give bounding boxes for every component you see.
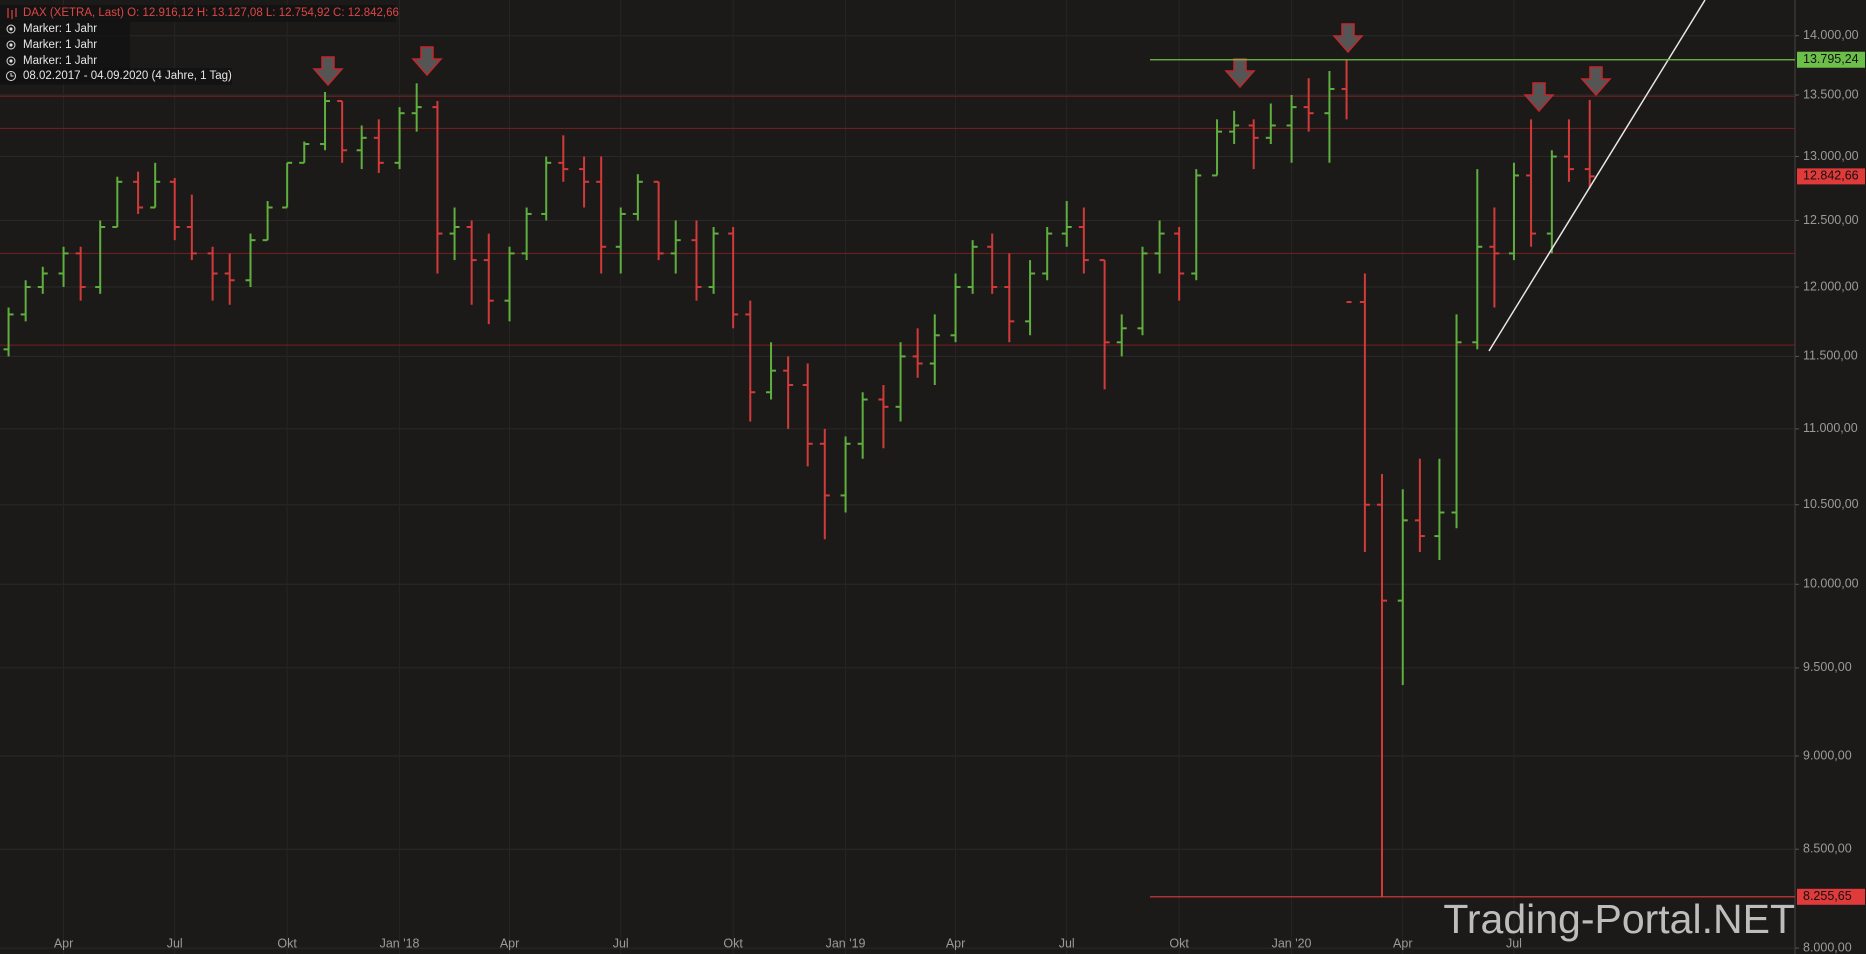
y-tick-label: 9.000,00	[1803, 748, 1852, 762]
header-bg	[0, 68, 232, 85]
level-box	[1797, 51, 1865, 68]
trendline	[1488, 0, 1706, 352]
levels: 13.795,24 12.842,66 8.255,65	[1150, 51, 1865, 905]
marker-label: Marker: 1 Jahr	[23, 39, 97, 51]
y-tick-label: 11.000,00	[1803, 421, 1858, 435]
arrow	[1332, 23, 1364, 54]
level-label: 12.842,66	[1803, 169, 1859, 183]
arrow	[312, 56, 344, 87]
x-tick-label: Apr	[54, 936, 73, 950]
marker-label: Marker: 1 Jahr	[23, 23, 97, 35]
arrow	[1523, 82, 1555, 113]
x-tick-label: Apr	[946, 936, 965, 950]
level-label: 13.795,24	[1803, 52, 1859, 66]
level-label: 8.255,65	[1803, 889, 1852, 903]
x-tick-label: Apr	[500, 936, 519, 950]
x-tick-label: Jul	[167, 936, 183, 950]
watermark: Trading-Portal.NET	[1443, 896, 1795, 942]
y-tick-label: 13.000,00	[1803, 149, 1859, 163]
arrow	[1224, 58, 1256, 89]
x-tick-label: Jul	[613, 936, 629, 950]
x-tick-label: Apr	[1393, 936, 1412, 950]
level-box	[1797, 168, 1865, 185]
arrow-markers	[312, 23, 1612, 113]
clock-icon	[6, 71, 16, 81]
x-tick-label: Jul	[1059, 936, 1075, 950]
x-tick-label: Jul	[1506, 936, 1522, 950]
marker-label: Marker: 1 Jahr	[23, 55, 97, 67]
y-tick-label: 9.500,00	[1803, 660, 1852, 674]
y-tick-label: 12.500,00	[1803, 213, 1859, 227]
clock-icon	[10, 73, 14, 77]
marker-icon	[6, 40, 16, 50]
grid	[0, 0, 1795, 954]
y-tick-label: 10.000,00	[1803, 577, 1859, 591]
x-tick-label: Okt	[277, 936, 297, 950]
x-tick-label: Jan '18	[380, 936, 420, 950]
y-tick-label: 12.000,00	[1803, 279, 1859, 293]
level-box	[1797, 888, 1865, 905]
bars	[3, 59, 1595, 897]
marker-icon	[9, 59, 13, 63]
y-tick-label: 8.000,00	[1803, 940, 1852, 954]
y-tick-label: 8.500,00	[1803, 842, 1852, 856]
x-tick-label: Jan '20	[1272, 936, 1312, 950]
marker-icon	[9, 27, 13, 31]
icon	[7, 8, 17, 19]
x-tick-label: Jan '19	[826, 936, 866, 950]
y-tick-label: 11.500,00	[1803, 349, 1858, 363]
y-tick-label: 10.500,00	[1803, 497, 1859, 511]
x-tick-label: Okt	[723, 936, 743, 950]
arrow	[1580, 66, 1612, 97]
marker-icon	[6, 24, 16, 34]
y-tick-label: 13.500,00	[1803, 87, 1859, 101]
header-bg	[0, 5, 396, 22]
y-tick-label: 14.000,00	[1803, 28, 1859, 42]
marker-icon	[9, 43, 13, 47]
instrument: DAX (XETRA, Last) O: 12.916,12 H: 13.127…	[23, 7, 399, 19]
date-range: 08.02.2017 - 04.09.2020 (4 Jahre, 1 Tag)	[23, 70, 232, 82]
marker-icon	[6, 56, 16, 66]
x-tick-label: Okt	[1169, 936, 1189, 950]
arrow	[411, 46, 443, 77]
